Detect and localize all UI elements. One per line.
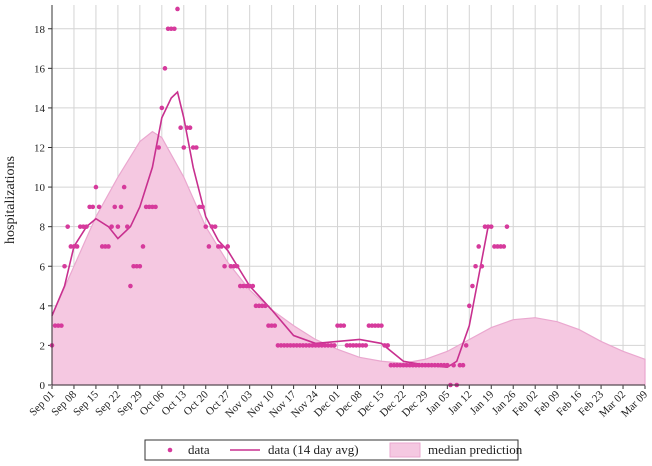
x-tick-label: Jan 12 [446, 389, 475, 418]
legend-label: data (14 day avg) [268, 442, 359, 457]
data-point [125, 224, 130, 229]
data-point [203, 224, 209, 229]
y-tick-label: 18 [34, 24, 46, 36]
data-point [96, 204, 102, 210]
data-point [106, 244, 111, 249]
data-point [504, 224, 510, 229]
data-point [332, 343, 337, 348]
data-point [470, 283, 475, 289]
data-point [172, 26, 177, 32]
data-point [363, 343, 369, 348]
data-point [109, 224, 114, 229]
y-tick-label: 10 [34, 182, 46, 194]
data-point [65, 224, 70, 229]
data-point [234, 263, 240, 269]
data-point [476, 244, 482, 249]
data-point [466, 303, 472, 309]
data-point [479, 263, 485, 269]
data-point [84, 224, 89, 229]
data-point [206, 244, 212, 249]
y-tick-label: 8 [40, 222, 46, 234]
y-tick-label: 14 [34, 103, 46, 115]
data-point [115, 224, 121, 229]
y-axis-label: hospitalizations [3, 156, 18, 244]
data-point [379, 323, 384, 328]
data-point [385, 343, 391, 348]
data-point [225, 244, 231, 249]
data-point [222, 263, 227, 269]
data-point [263, 303, 268, 309]
data-point [118, 204, 124, 210]
data-point [250, 283, 256, 289]
y-tick-label: 0 [40, 380, 46, 392]
data-point [162, 66, 168, 71]
data-point [460, 362, 466, 368]
legend-label: median prediction [428, 442, 523, 457]
data-point [137, 263, 143, 269]
x-tick-label: Jan 19 [468, 388, 497, 417]
data-point [473, 263, 478, 269]
data-point [59, 323, 64, 328]
data-point [156, 145, 161, 150]
data-point [159, 105, 165, 111]
x-tick-label: Jan 05 [424, 388, 453, 417]
x-tick-label: Dec 29 [400, 388, 431, 419]
data-point [501, 244, 507, 249]
data-point [194, 145, 199, 150]
data-point [153, 204, 158, 210]
data-point [451, 362, 456, 368]
legend-marker [167, 447, 173, 453]
data-point [445, 362, 450, 368]
data-point [212, 224, 218, 229]
data-point [272, 323, 278, 328]
prediction-area [51, 130, 646, 386]
data-point [93, 184, 99, 190]
y-tick-label: 2 [40, 340, 46, 352]
data-point [128, 283, 133, 289]
data-point [140, 244, 146, 249]
data-point [62, 263, 67, 269]
data-point [187, 125, 193, 131]
y-tick-label: 6 [40, 261, 46, 273]
legend-marker [389, 442, 421, 458]
data-point [175, 6, 180, 12]
data-point [112, 204, 118, 210]
data-point [90, 204, 96, 210]
data-point [200, 204, 205, 210]
legend-box [144, 439, 519, 461]
data-point [463, 343, 469, 348]
y-tick-label: 12 [34, 143, 45, 155]
data-point [74, 244, 80, 249]
data-point [488, 224, 494, 229]
data-point [219, 244, 224, 249]
data-point [341, 323, 347, 328]
legend-label: data [188, 442, 210, 457]
y-tick-label: 4 [40, 301, 46, 313]
data-point [178, 125, 183, 131]
data-point [181, 145, 187, 150]
data-point [121, 184, 127, 190]
y-tick-label: 16 [34, 63, 46, 75]
